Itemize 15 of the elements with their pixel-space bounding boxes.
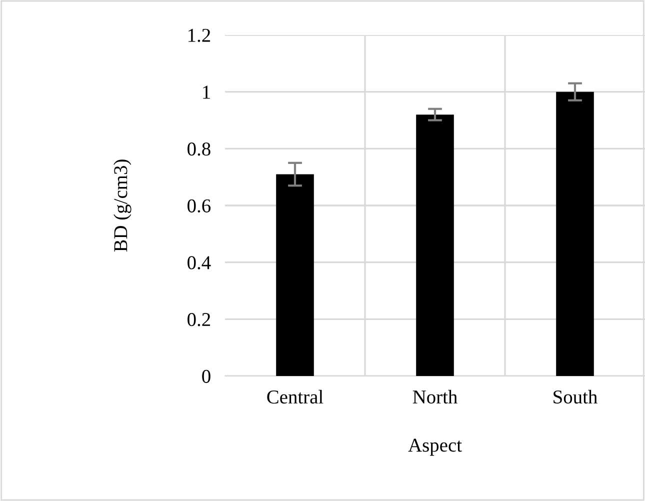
y-tick-label: 1.2	[188, 28, 210, 42]
y-axis-title: BD (g/cm3)	[114, 160, 132, 252]
bar	[416, 114, 454, 376]
x-tick-label: South	[554, 390, 598, 404]
y-tick-label: 0	[202, 370, 210, 383]
y-tick-label: 0.6	[188, 199, 211, 213]
y-tick-label: 0.2	[188, 312, 210, 326]
x-axis-title: Aspect	[408, 438, 462, 456]
bar	[276, 174, 314, 376]
y-tick-label: 1	[203, 86, 210, 99]
y-tick-label: 0.8	[188, 142, 210, 156]
y-tick-label: 0.4	[188, 256, 211, 270]
bar	[556, 92, 594, 376]
x-tick-label: Central	[267, 390, 324, 404]
x-tick-label: North	[412, 390, 458, 404]
